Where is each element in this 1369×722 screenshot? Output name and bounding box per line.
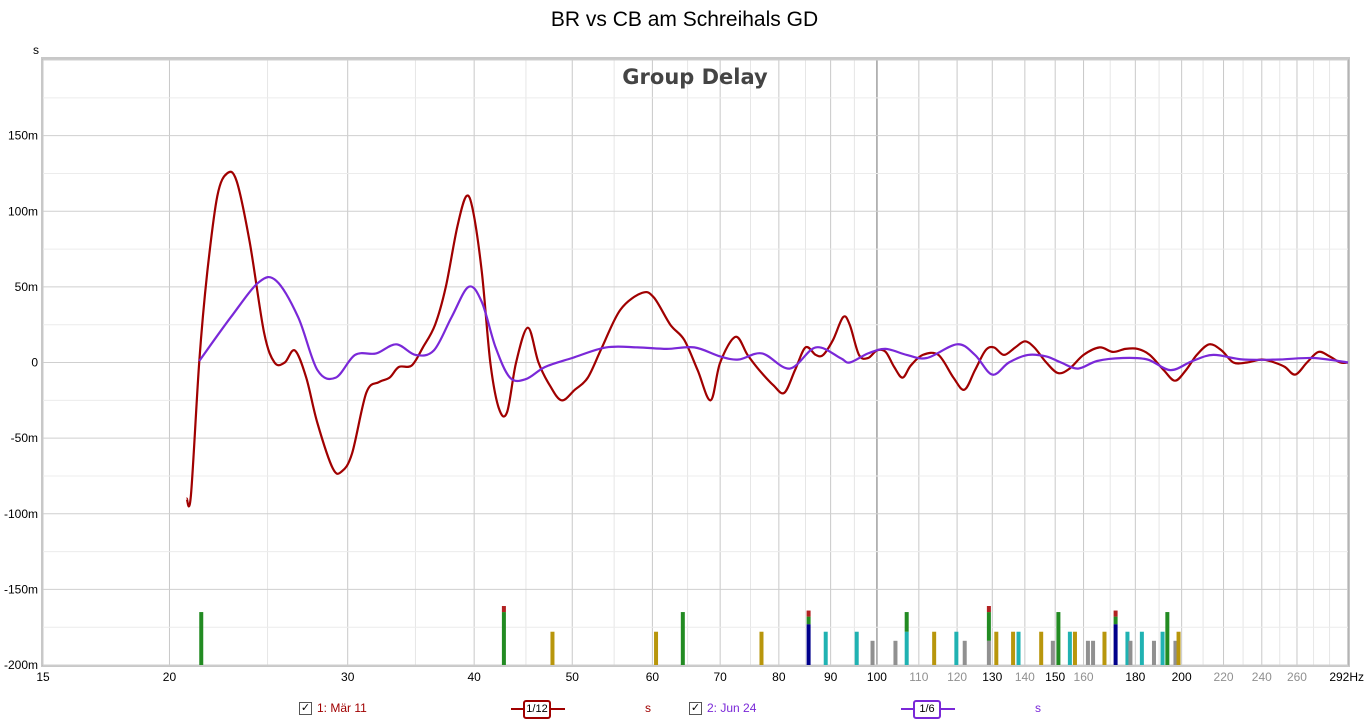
x-tick-label: 240 (1252, 670, 1272, 684)
resonance-marker (1016, 631, 1021, 665)
resonance-marker (501, 606, 506, 613)
resonance-marker (1113, 624, 1118, 665)
series-lines (185, 170, 1349, 508)
plot-title: Group Delay (622, 65, 768, 89)
resonance-marker (1160, 631, 1165, 665)
x-tick-label: 160 (1074, 670, 1094, 684)
resonance-marker (962, 640, 967, 665)
y-tick-label: -50m (11, 431, 38, 445)
resonance-marker (994, 631, 999, 665)
resonance-marker (1091, 640, 1096, 665)
resonance-marker (986, 612, 991, 641)
resonance-marker (1011, 631, 1016, 665)
resonance-marker (986, 640, 991, 665)
resonance-marker (986, 606, 991, 613)
x-tick-label: 180 (1125, 670, 1145, 684)
y-tick-label: -100m (4, 507, 38, 521)
series-line (185, 170, 1349, 508)
resonance-marker (1050, 640, 1055, 665)
resonance-marker (1125, 631, 1130, 665)
series-1-unit: s (645, 701, 651, 715)
resonance-marker (680, 612, 685, 665)
resonance-marker (759, 631, 764, 665)
x-tick-label: 220 (1214, 670, 1234, 684)
series-2-unit: s (1035, 701, 1041, 715)
resonance-marker (806, 616, 811, 625)
x-tick-label: 15 (36, 670, 50, 684)
x-tick-label: 110 (909, 670, 928, 684)
x-tick-label: 100 (867, 670, 887, 684)
series-1-smoothing-button[interactable]: 1/12 (523, 700, 551, 719)
y-tick-label: 50m (15, 280, 38, 294)
y-tick-label: 150m (8, 129, 38, 143)
resonance-marker (1139, 631, 1144, 665)
x-tick-label: 292Hz (1329, 670, 1364, 684)
y-tick-label: 100m (8, 204, 38, 218)
x-tick-label: 40 (467, 670, 481, 684)
resonance-marker (932, 631, 937, 665)
resonance-marker (904, 631, 909, 665)
resonance-marker (1113, 616, 1118, 625)
resonance-marker (199, 612, 204, 665)
series-2-label: 2: Jun 24 (707, 701, 757, 715)
resonance-marker (1165, 612, 1170, 665)
resonance-marker (1128, 640, 1133, 665)
legend-series-1[interactable]: ✓ 1: Mär 11 (299, 698, 367, 718)
resonance-marker (1102, 631, 1107, 665)
y-tick-label: 0 (31, 356, 38, 370)
resonance-marker (806, 610, 811, 617)
series-1-label: 1: Mär 11 (317, 701, 367, 715)
x-tick-label: 260 (1287, 670, 1307, 684)
resonance-marker (1085, 640, 1090, 665)
resonance-marker (501, 612, 506, 665)
resonance-marker (954, 631, 959, 665)
resonance-marker (893, 640, 898, 665)
series-2-smoothing-button[interactable]: 1/6 (913, 700, 941, 719)
resonance-marker (854, 631, 859, 665)
x-tick-labels: 15 20 30 40 50 60 70 80 90 100 110 120 130 140 150 160 1… (36, 670, 1364, 684)
x-tick-label: 20 (163, 670, 177, 684)
resonance-marker (550, 631, 555, 665)
window-title: BR vs CB am Schreihals GD (550, 8, 819, 31)
series-line (198, 276, 1349, 383)
resonance-marker (1056, 612, 1061, 665)
x-tick-label: 120 (947, 670, 967, 684)
y-axis-unit: s (33, 43, 39, 57)
x-tick-label: 200 (1172, 670, 1192, 684)
resonance-marker (1113, 610, 1118, 617)
x-tick-label: 140 (1015, 670, 1035, 684)
x-tick-label: 30 (341, 670, 355, 684)
resonance-marker (870, 640, 875, 665)
series-2-checkbox[interactable]: ✓ (689, 701, 702, 715)
x-tick-label: 150 (1045, 670, 1065, 684)
resonance-marker (1072, 631, 1077, 665)
y-tick-label: -150m (4, 582, 38, 596)
x-tick-label: 130 (982, 670, 1002, 684)
resonance-marker (654, 631, 659, 665)
x-tick-label: 90 (824, 670, 838, 684)
resonance-marker (904, 612, 909, 632)
resonance-marker (1039, 631, 1044, 665)
y-tick-labels: -200m -150m -100m -50m 0 50m 100m 150m (4, 129, 38, 672)
resonance-marker (806, 624, 811, 665)
series-1-checkbox[interactable]: ✓ (299, 701, 312, 715)
resonance-marker (823, 631, 828, 665)
resonance-marker (1067, 631, 1072, 665)
resonance-marker (1173, 640, 1178, 665)
resonance-marker (1176, 631, 1181, 665)
resonance-marker (1151, 640, 1156, 665)
x-tick-label: 60 (646, 670, 660, 684)
resonance-markers (199, 606, 1181, 665)
legend-series-2[interactable]: ✓ 2: Jun 24 (689, 698, 756, 718)
x-tick-label: 80 (772, 670, 786, 684)
y-tick-label: -200m (4, 658, 38, 672)
x-tick-label: 70 (713, 670, 727, 684)
x-tick-label: 50 (566, 670, 580, 684)
